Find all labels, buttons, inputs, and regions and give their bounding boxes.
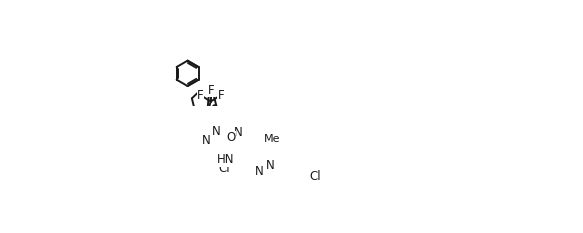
Text: N: N	[212, 125, 220, 138]
Text: Me: Me	[264, 134, 281, 144]
Text: F: F	[217, 89, 224, 102]
Text: N: N	[202, 134, 211, 147]
Text: Cl: Cl	[219, 162, 230, 175]
Text: Cl: Cl	[310, 170, 321, 183]
Text: F: F	[197, 89, 204, 102]
Text: N: N	[255, 165, 264, 178]
Text: N: N	[266, 159, 275, 172]
Text: N: N	[234, 126, 243, 139]
Text: HN: HN	[217, 153, 235, 166]
Text: F: F	[208, 84, 214, 97]
Text: O: O	[226, 131, 236, 144]
